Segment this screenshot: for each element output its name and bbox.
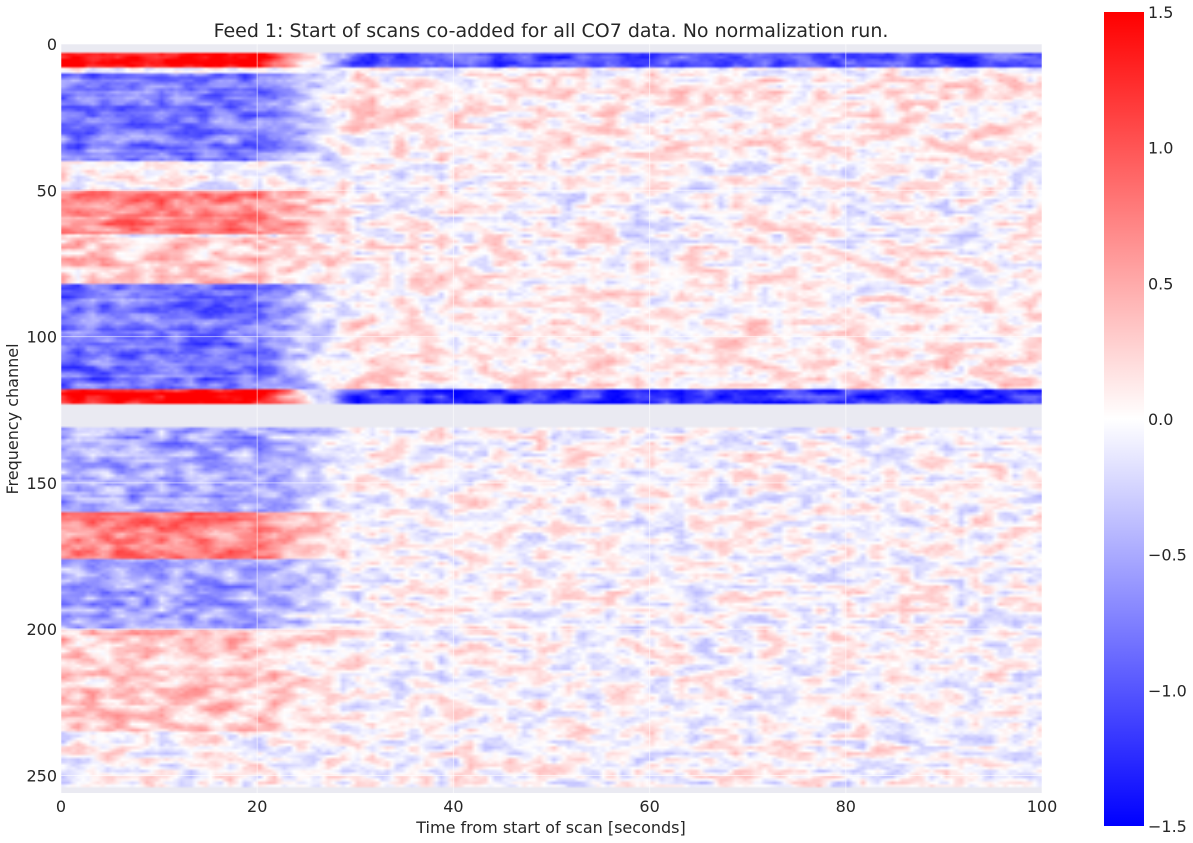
y-tick-label: 150	[26, 474, 57, 493]
y-tick-label: 250	[26, 766, 57, 785]
x-tick-label: 20	[247, 797, 267, 816]
plot-area	[60, 43, 1043, 793]
colorbar-gradient	[1104, 12, 1144, 826]
chart-title: Feed 1: Start of scans co-added for all …	[214, 20, 889, 42]
colorbar-tick-label: −1.0	[1148, 681, 1187, 700]
y-tick-label: 50	[37, 181, 57, 200]
x-tick-label: 80	[836, 797, 856, 816]
colorbar-ticks: 1.5 1.0 0.5 0.0 −0.5 −1.0 −1.5	[1148, 3, 1187, 836]
y-tick-label: 100	[26, 328, 57, 347]
heatmap-image	[61, 44, 1042, 793]
colorbar-tick-label: 0.5	[1148, 274, 1173, 293]
colorbar-tick-label: 1.0	[1148, 139, 1173, 158]
colorbar: 1.5 1.0 0.5 0.0 −0.5 −1.0 −1.5	[1104, 3, 1187, 836]
y-axis: 0 50 100 150 200 250	[26, 35, 57, 785]
x-tick-label: 100	[1027, 797, 1058, 816]
colorbar-tick-label: 1.5	[1148, 3, 1173, 22]
x-tick-label: 40	[443, 797, 463, 816]
x-tick-label: 60	[639, 797, 659, 816]
y-axis-label: Frequency channel	[3, 343, 22, 494]
y-tick-label: 0	[47, 35, 57, 54]
y-tick-label: 200	[26, 620, 57, 639]
x-axis: 0 20 40 60 80 100	[56, 797, 1057, 816]
colorbar-tick-label: 0.0	[1148, 410, 1173, 429]
colorbar-tick-label: −1.5	[1148, 817, 1187, 836]
grid-lines	[60, 43, 1043, 793]
x-tick-label: 0	[56, 797, 66, 816]
colorbar-tick-label: −0.5	[1148, 546, 1187, 565]
x-axis-label: Time from start of scan [seconds]	[415, 818, 685, 837]
